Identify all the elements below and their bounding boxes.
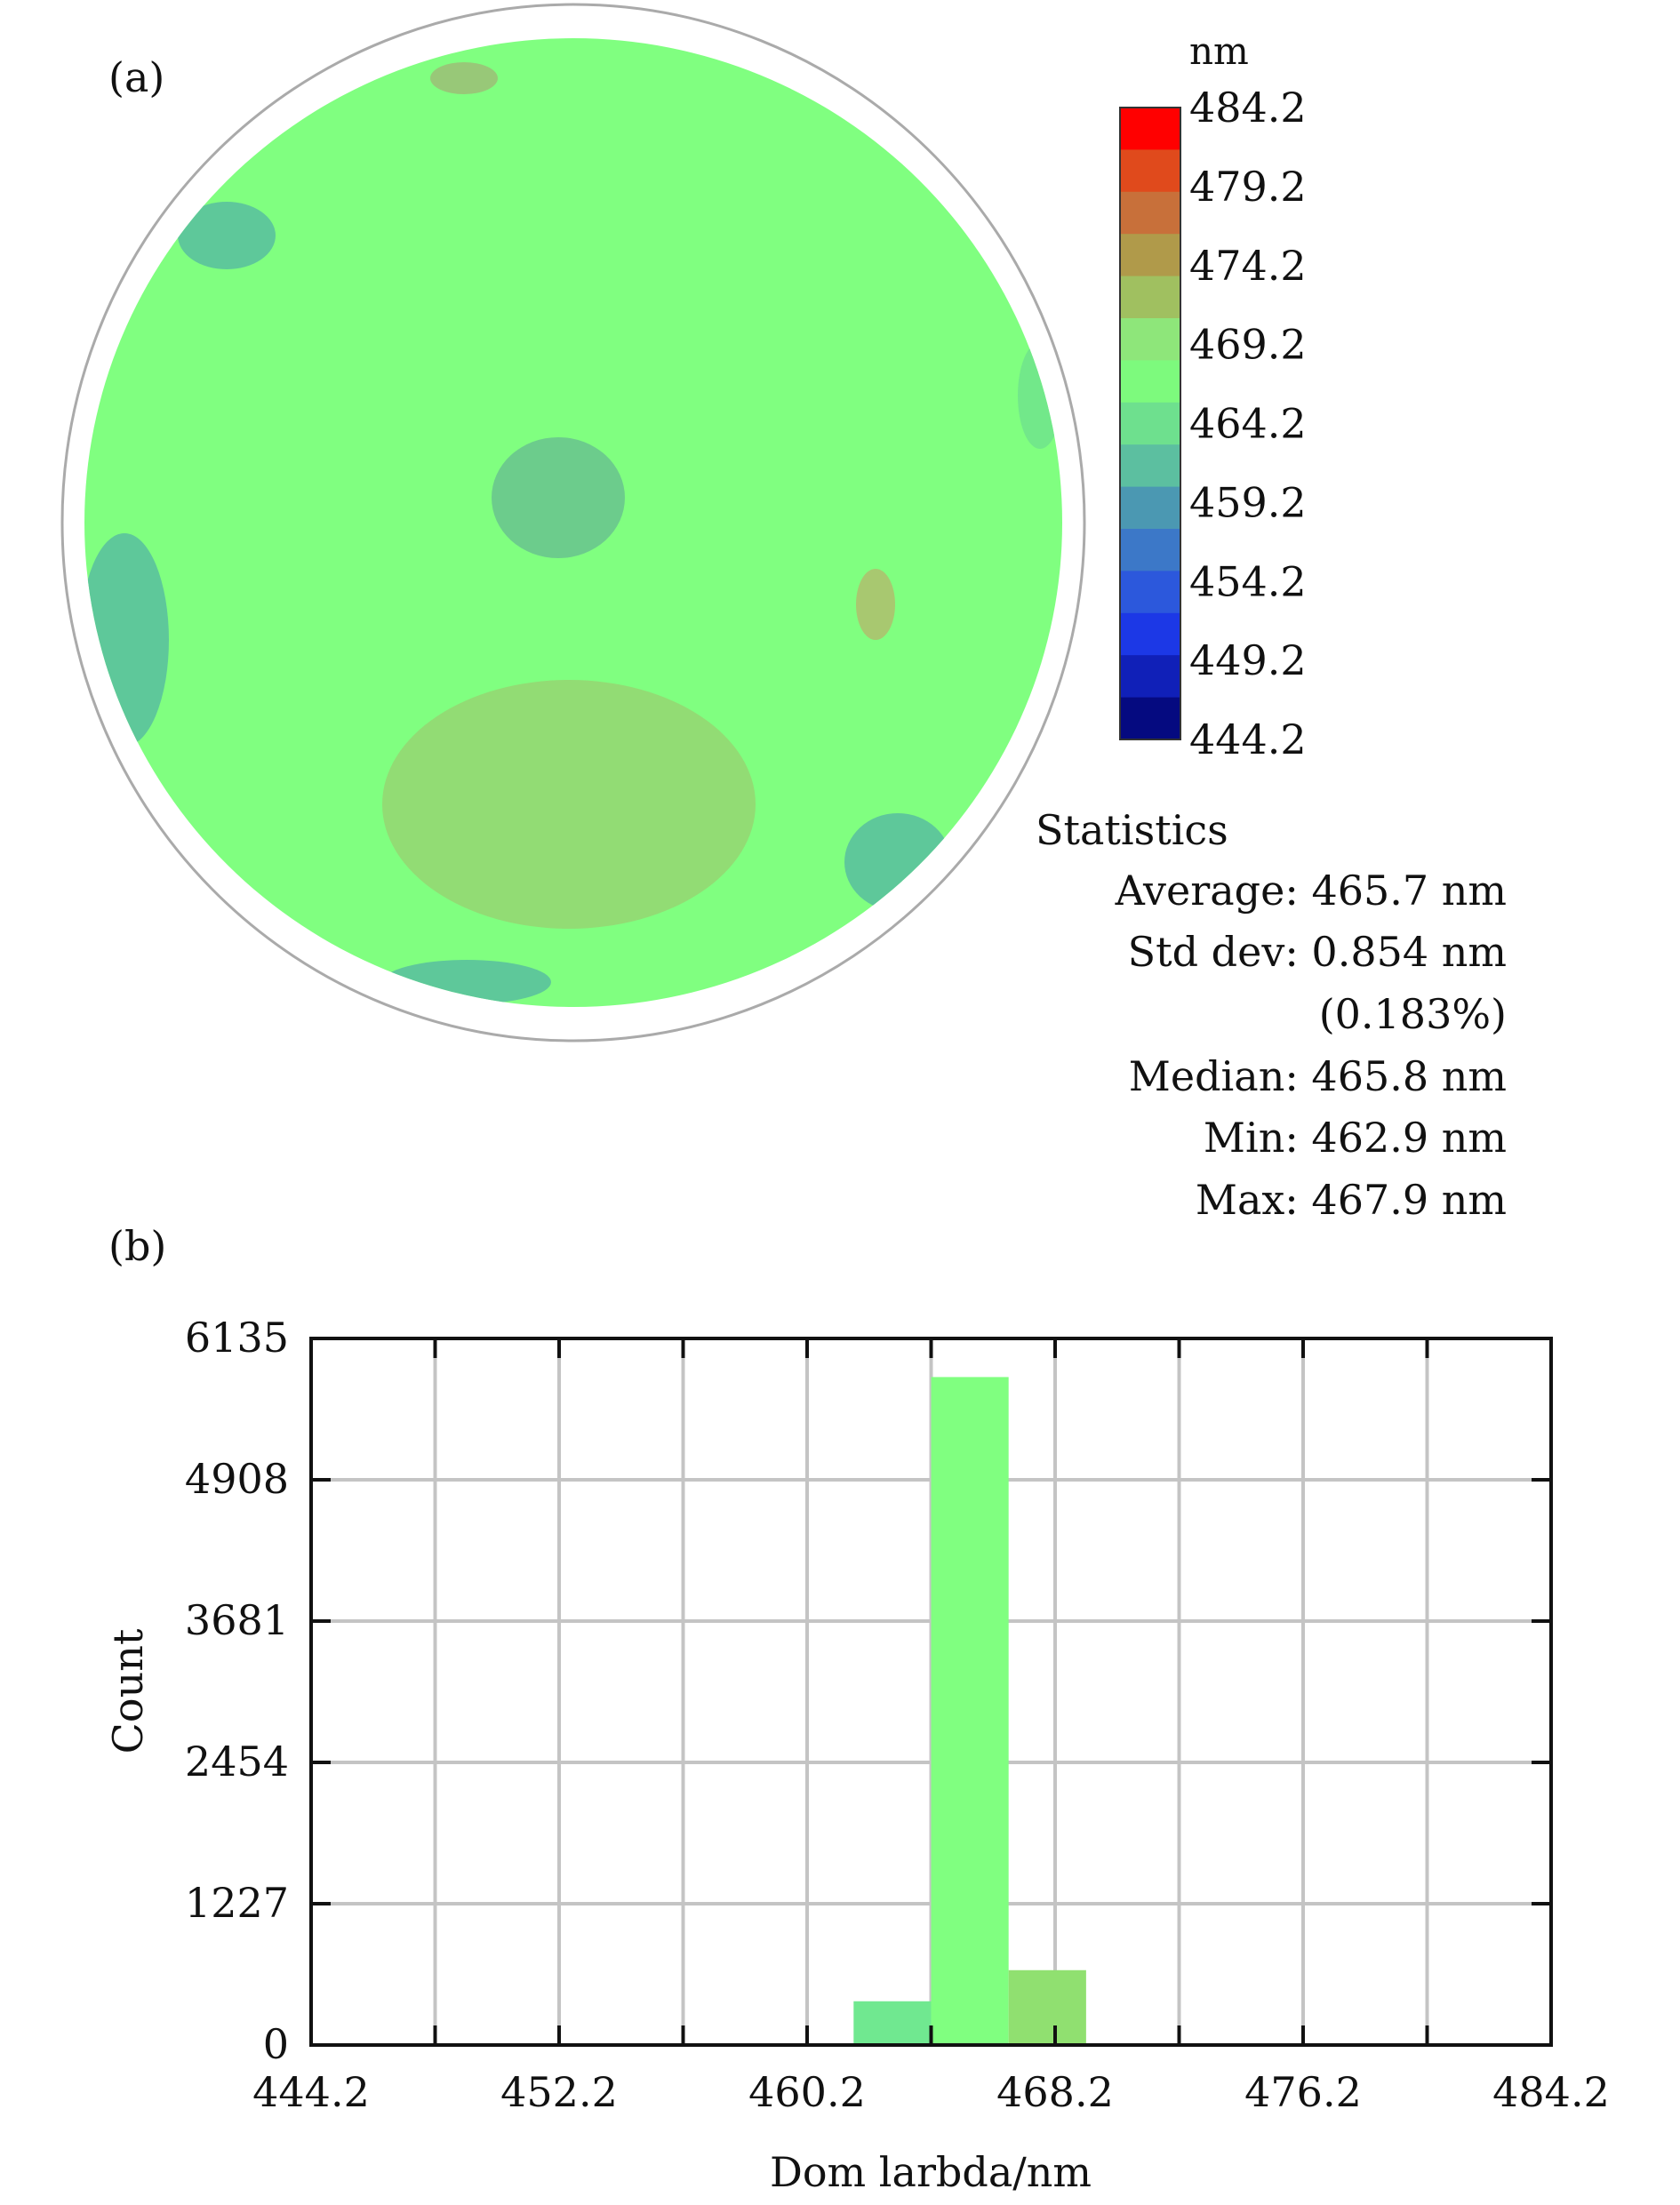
colorbar-tick-label: 449.2 [1189,636,1307,684]
wafer-center-spot [492,437,625,558]
colorbar-segments [1120,108,1180,740]
colorbar-unit: nm [1189,29,1249,73]
y-tick-label: 2454 [185,1738,289,1786]
colorbar-tick-label: 469.2 [1189,321,1307,369]
x-tick-label: 476.2 [1244,2068,1362,2116]
x-tick-label: 484.2 [1492,2068,1610,2116]
histogram-bar [853,2001,932,2045]
y-tick-label: 0 [263,2020,289,2068]
colorbar-segment-teal [1120,444,1180,488]
colorbar-segment-green [1120,360,1180,403]
x-tick-label: 460.2 [748,2068,866,2116]
x-axis-label: Dom larbda/nm [770,2148,1092,2196]
colorbar-segment-orange-red [1120,149,1180,193]
colorbar-tick-label: 444.2 [1189,715,1307,763]
colorbar-segment-deep-blue [1120,655,1180,699]
wafer-small-olive-spot [856,569,895,640]
colorbar-tick-label: 479.2 [1189,163,1307,211]
colorbar-tick-label: 464.2 [1189,400,1307,448]
stat-median: Median: 465.8 nm [1129,1052,1507,1100]
wafer-edge-region-upper-left [178,202,276,269]
colorbar-segment-steel-blue [1120,486,1180,530]
statistics-panel: Statistics Average: 465.7 nm Std dev: 0.… [1036,806,1507,1224]
x-tick-label: 468.2 [996,2068,1114,2116]
colorbar-segment-olive [1120,234,1180,277]
colorbar-tick-labels: 484.2 479.2 474.2 469.2 464.2 459.2 454.2 449.2… [1189,84,1307,763]
axis-ticks [311,1338,1551,2045]
colorbar-tick-label: 454.2 [1189,557,1307,605]
colorbar-segment-red [1120,108,1180,150]
y-tick-label: 1227 [185,1879,289,1927]
colorbar-tick-label: 459.2 [1189,478,1307,526]
y-tick-labels: 0 1227 2454 3681 4908 6135 [185,1314,289,2068]
stat-max: Max: 467.9 nm [1196,1176,1507,1224]
colorbar-segment-mint [1120,402,1180,445]
stat-std-dev: Std dev: 0.854 nm [1128,928,1507,976]
statistics-heading: Statistics [1036,806,1228,854]
stat-average: Average: 465.7 nm [1115,867,1507,915]
y-tick-label: 6135 [185,1314,289,1362]
colorbar-segment-royal-blue [1120,571,1180,614]
colorbar-segment-bright-blue [1120,612,1180,656]
wafer-top-olive-spot [430,62,498,94]
colorbar-segment-orange [1120,191,1180,235]
stat-min: Min: 462.9 nm [1204,1114,1507,1162]
colorbar-segment-blue [1120,529,1180,571]
x-tick-label: 444.2 [252,2068,370,2116]
colorbar: nm 484.2 479.2 474.2 469.2 464.2 459.2 454.2 44… [1119,29,1307,763]
wafer-map [60,3,1086,1043]
colorbar-segment-yellow-green [1120,276,1180,319]
colorbar-tick-label: 484.2 [1189,84,1307,132]
colorbar-tick-label: 474.2 [1189,242,1307,290]
histogram-chart: 444.2 452.2 460.2 468.2 476.2 484.2 0 1227 2454… [104,1314,1610,2196]
panel-a-label: (a) [108,53,164,101]
y-axis-label: Count [104,1628,152,1754]
histogram-bar [931,1377,1009,2045]
colorbar-frame [1119,107,1181,740]
colorbar-segment-light-green [1120,318,1180,361]
y-tick-label: 4908 [185,1455,289,1503]
histogram-bar [1008,1969,1086,2045]
panel-b-label: (b) [108,1222,166,1270]
histogram-bars [853,1377,1086,2045]
colorbar-segment-navy [1120,697,1180,740]
x-tick-labels: 444.2 452.2 460.2 468.2 476.2 484.2 [252,2068,1610,2116]
y-tick-label: 3681 [185,1596,289,1644]
wafer-lower-blob [382,680,756,929]
stat-std-dev-percent: (0.183%) [1319,990,1507,1038]
x-tick-label: 452.2 [500,2068,618,2116]
